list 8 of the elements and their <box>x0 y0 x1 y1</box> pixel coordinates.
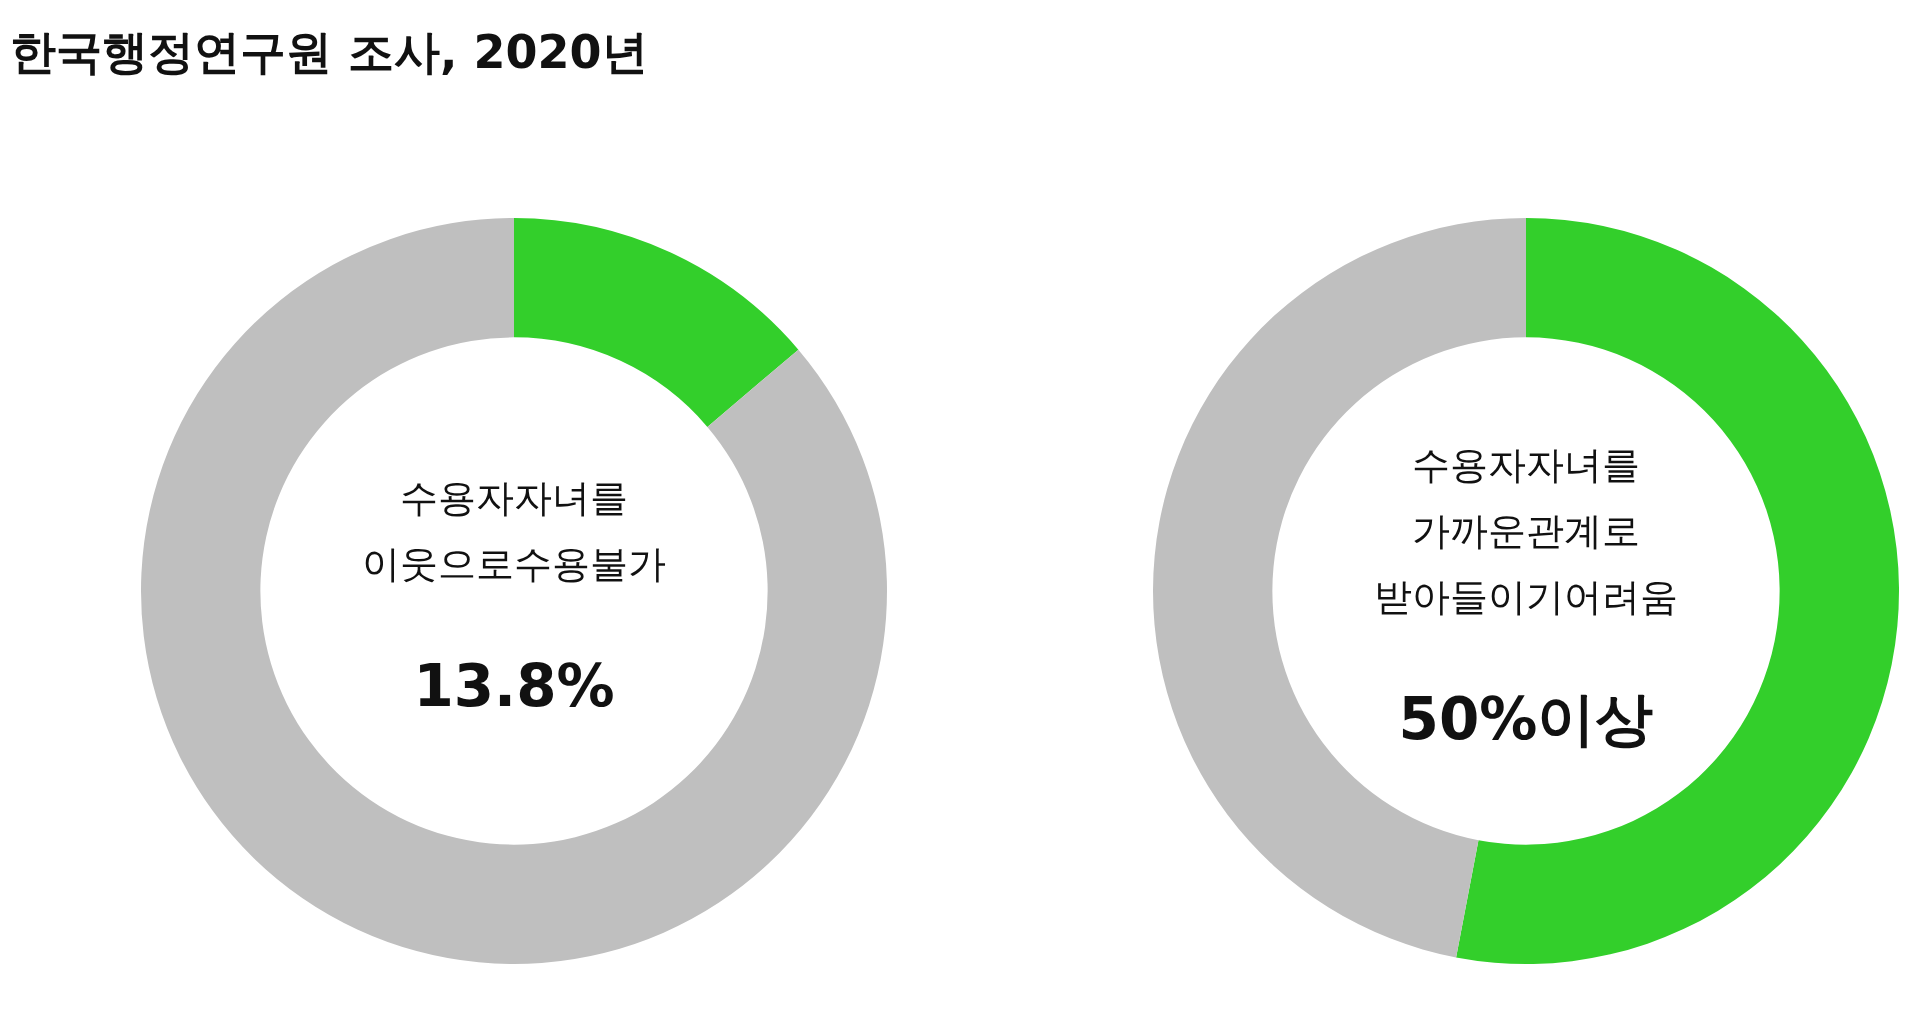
text: 받아들이기어려움 <box>1374 575 1678 620</box>
text: 50%이상 <box>1398 684 1654 753</box>
text: 이웃으로수용불가 <box>362 542 666 587</box>
text: 가까운관계로 <box>1412 509 1640 554</box>
chart-title: 한국행정연구원 조사, 2020년 <box>10 24 648 81</box>
text: 수용자자녀를 <box>400 476 628 521</box>
text: 13.8% <box>413 651 615 720</box>
text: 수용자자녀를 <box>1412 443 1640 488</box>
